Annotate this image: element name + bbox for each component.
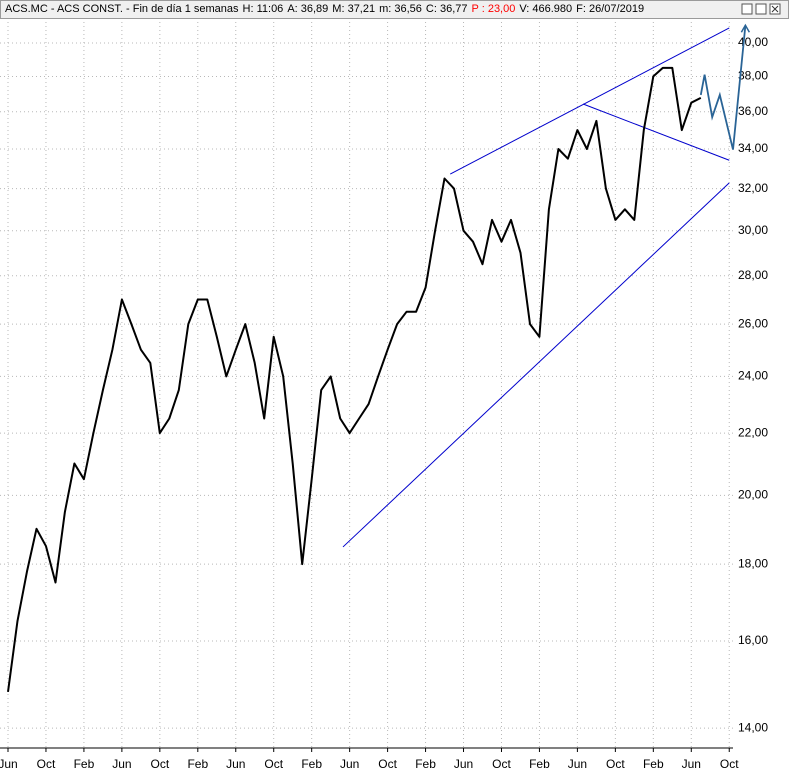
x-tick-label: Jun xyxy=(0,757,18,771)
price-line xyxy=(7,66,702,693)
x-tick-label: Jun xyxy=(682,757,701,771)
header-bar: ACS.MC - ACS CONST. - Fin de día 1 seman… xyxy=(0,0,789,19)
trend-line xyxy=(342,182,730,548)
projection-arrowhead xyxy=(740,23,751,33)
y-tick-label: 14,00 xyxy=(738,720,768,734)
maximize-button[interactable] xyxy=(755,3,767,15)
x-tick-label: Oct xyxy=(606,757,625,771)
x-tick-label: Feb xyxy=(301,757,322,771)
x-tick-label: Feb xyxy=(415,757,436,771)
x-tick-label: Feb xyxy=(187,757,208,771)
header-field: F: 26/07/2019 xyxy=(576,3,645,15)
projection-line xyxy=(699,25,747,150)
y-tick-label: 36,00 xyxy=(738,104,768,118)
y-tick-label: 28,00 xyxy=(738,268,768,282)
x-tick-label: Jun xyxy=(454,757,473,771)
y-tick-label: 16,00 xyxy=(738,633,768,647)
y-tick-label: 18,00 xyxy=(738,556,768,570)
x-tick-label: Feb xyxy=(74,757,95,771)
header-field: C: 36,77 xyxy=(425,3,468,15)
header-field: m: 36,56 xyxy=(379,3,422,15)
y-tick-label: 30,00 xyxy=(738,223,768,237)
x-tick-label: Oct xyxy=(720,757,739,771)
header-field: ACS.MC - ACS CONST. - Fin de día 1 seman… xyxy=(5,3,239,15)
x-tick-label: Oct xyxy=(37,757,56,771)
y-tick-label: 34,00 xyxy=(738,141,768,155)
trend-line xyxy=(582,103,730,161)
y-tick-label: 40,00 xyxy=(738,35,768,49)
header-field: A: 36,89 xyxy=(287,3,329,15)
x-tick-label: Oct xyxy=(378,757,397,771)
minimize-button[interactable] xyxy=(741,3,753,15)
x-tick-label: Oct xyxy=(151,757,170,771)
header-field: H: 11:06 xyxy=(242,3,284,15)
x-tick-label: Jun xyxy=(112,757,131,771)
y-tick-label: 20,00 xyxy=(738,488,768,502)
y-tick-label: 26,00 xyxy=(738,316,768,330)
x-tick-label: Feb xyxy=(529,757,550,771)
close-icon xyxy=(771,5,779,13)
header-field: P : 23,00 xyxy=(471,3,516,15)
x-tick-label: Oct xyxy=(264,757,283,771)
y-tick-label: 32,00 xyxy=(738,181,768,195)
x-tick-label: Jun xyxy=(568,757,587,771)
y-tick-label: 24,00 xyxy=(738,369,768,383)
header-field: M: 37,21 xyxy=(332,3,376,15)
trend-line xyxy=(450,27,730,175)
x-tick-label: Jun xyxy=(226,757,245,771)
header-field: V: 466.980 xyxy=(519,3,573,15)
x-tick-label: Jun xyxy=(340,757,359,771)
window-buttons xyxy=(741,3,781,15)
x-tick-label: Oct xyxy=(492,757,511,771)
y-tick-label: 38,00 xyxy=(738,69,768,83)
x-tick-label: Feb xyxy=(643,757,664,771)
y-tick-label: 22,00 xyxy=(738,425,768,439)
